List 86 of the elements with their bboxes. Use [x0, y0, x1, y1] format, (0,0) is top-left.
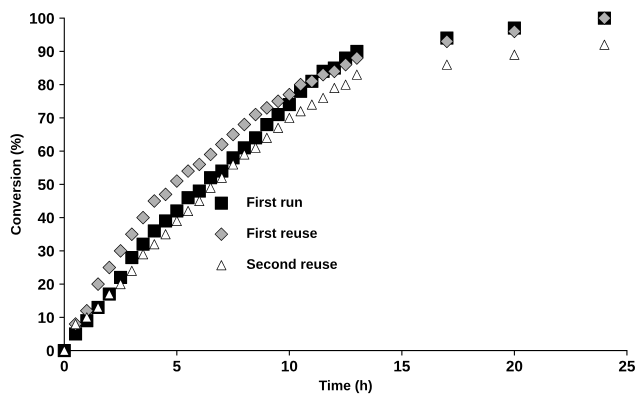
point — [206, 182, 216, 193]
y-tick-label: 80 — [38, 80, 54, 90]
point — [126, 266, 137, 276]
point — [194, 196, 204, 206]
point — [114, 270, 128, 284]
y-tick-label: 20 — [38, 278, 54, 290]
point — [294, 78, 308, 92]
point — [192, 158, 206, 172]
y-tick-label: 10 — [38, 312, 54, 324]
point — [248, 108, 262, 122]
point — [82, 312, 92, 322]
y-tick-label: 100 — [30, 13, 54, 24]
y-tick-label: 50 — [38, 179, 54, 190]
y-tick-label: 30 — [38, 246, 54, 257]
point — [136, 238, 150, 251]
point — [160, 229, 171, 240]
point — [215, 164, 228, 178]
point — [508, 24, 522, 38]
point — [136, 210, 150, 224]
point — [440, 34, 454, 48]
point — [509, 50, 520, 60]
point — [329, 82, 340, 93]
point — [159, 214, 172, 228]
y-axis-title: Conversion (%) — [10, 134, 24, 235]
x-tick-label: 5 — [173, 360, 181, 372]
point — [338, 58, 352, 72]
point — [138, 249, 148, 260]
y-tick-label: 60 — [38, 146, 54, 157]
point — [316, 68, 330, 82]
x-tick-label: 20 — [506, 360, 522, 372]
point — [148, 194, 162, 208]
y-tick-label: 90 — [38, 46, 54, 58]
x-tick-label: 15 — [394, 360, 410, 372]
point — [158, 188, 172, 202]
point — [350, 51, 364, 65]
point — [226, 128, 240, 142]
point — [216, 172, 227, 183]
point — [282, 88, 296, 102]
point — [172, 216, 182, 226]
point — [149, 239, 160, 250]
point — [192, 184, 206, 198]
x-axis-title: Time (h) — [318, 380, 372, 394]
point — [170, 174, 184, 188]
x-tick-label: 25 — [618, 360, 635, 372]
x-tick-label: 10 — [282, 360, 298, 372]
y-tick-label: 0 — [46, 345, 54, 356]
point — [114, 244, 128, 258]
point — [204, 171, 218, 184]
point — [340, 80, 351, 90]
point — [238, 118, 252, 132]
point — [125, 250, 138, 264]
point — [215, 138, 229, 152]
y-tick-label: 70 — [38, 112, 54, 124]
point — [91, 277, 105, 291]
point — [170, 204, 184, 218]
point — [228, 159, 238, 170]
point — [249, 131, 262, 144]
point — [250, 142, 261, 153]
point — [262, 132, 272, 143]
point — [271, 94, 285, 108]
point — [352, 70, 362, 80]
point — [296, 106, 306, 116]
point — [181, 164, 195, 178]
point — [125, 228, 139, 241]
point — [102, 260, 116, 274]
point — [260, 101, 274, 115]
point — [599, 40, 610, 50]
point — [318, 92, 328, 103]
point — [148, 224, 161, 238]
point — [204, 148, 218, 162]
point — [239, 149, 250, 160]
x-tick-label: 0 — [60, 360, 68, 372]
point — [260, 118, 274, 132]
y-tick-label: 40 — [38, 212, 54, 224]
legend-label: First run — [247, 196, 302, 207]
legend-label: First reuse — [247, 228, 317, 238]
point — [328, 64, 342, 78]
point — [183, 206, 194, 216]
point — [284, 112, 294, 123]
point — [442, 60, 452, 70]
point — [116, 279, 126, 290]
point — [182, 191, 195, 204]
point — [306, 100, 317, 110]
point — [273, 122, 284, 133]
legend-label: Second reuse — [246, 258, 337, 269]
point — [272, 108, 285, 122]
